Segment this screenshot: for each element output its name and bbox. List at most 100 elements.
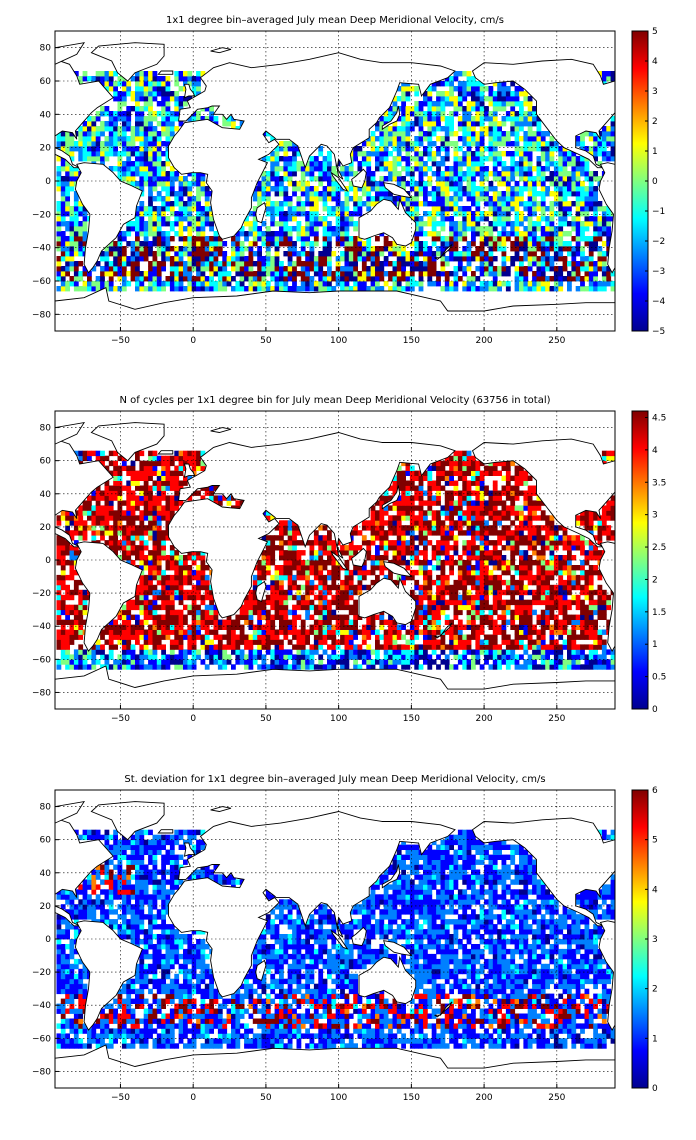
heatmap-cell bbox=[248, 604, 254, 611]
heatmap-cell bbox=[471, 186, 476, 192]
heatmap-cell bbox=[361, 634, 367, 640]
heatmap-cell bbox=[553, 161, 559, 167]
colorbar-tick-label: −2 bbox=[652, 237, 665, 247]
heatmap-cell bbox=[178, 619, 184, 625]
heatmap-cell bbox=[305, 186, 310, 192]
heatmap-cell bbox=[405, 659, 411, 665]
heatmap-cell bbox=[392, 96, 398, 102]
heatmap-cell bbox=[436, 106, 441, 112]
heatmap-cell bbox=[200, 181, 206, 187]
heatmap-cell bbox=[484, 619, 489, 625]
heatmap-cell bbox=[370, 614, 376, 620]
heatmap-cell bbox=[540, 206, 546, 212]
heatmap-cell bbox=[388, 619, 393, 625]
heatmap-cell bbox=[196, 76, 201, 82]
heatmap-cell bbox=[471, 191, 476, 197]
heatmap-cell bbox=[261, 221, 267, 227]
heatmap-cell bbox=[575, 266, 581, 272]
heatmap-cell bbox=[287, 206, 293, 212]
heatmap-cell bbox=[471, 121, 476, 127]
heatmap-cell bbox=[191, 221, 197, 227]
heatmap-cell bbox=[331, 196, 337, 202]
heatmap-cell bbox=[340, 614, 345, 620]
heatmap-cell bbox=[126, 171, 132, 177]
heatmap-cell bbox=[305, 171, 310, 177]
heatmap-cell bbox=[65, 659, 70, 665]
heatmap-cell bbox=[292, 241, 297, 247]
heatmap-cell bbox=[178, 121, 184, 127]
heatmap-cell bbox=[292, 664, 297, 670]
heatmap-cell bbox=[143, 176, 149, 182]
heatmap-cell bbox=[161, 181, 166, 187]
heatmap-cell bbox=[431, 241, 437, 247]
heatmap-cell bbox=[305, 609, 310, 616]
heatmap-cell bbox=[261, 604, 267, 611]
heatmap-cell bbox=[479, 256, 485, 262]
heatmap-cell bbox=[239, 614, 245, 620]
heatmap-cell bbox=[222, 644, 228, 650]
heatmap-cell bbox=[527, 196, 533, 202]
heatmap-cell bbox=[562, 664, 568, 670]
heatmap-cell bbox=[510, 659, 516, 665]
heatmap-cell bbox=[545, 261, 550, 267]
heatmap-cell bbox=[401, 654, 406, 660]
heatmap-cell bbox=[532, 206, 537, 212]
heatmap-cell bbox=[597, 146, 603, 152]
heatmap-cell bbox=[174, 659, 180, 665]
heatmap-cell bbox=[514, 91, 520, 97]
heatmap-cell bbox=[466, 619, 472, 625]
heatmap-cell bbox=[300, 266, 306, 272]
heatmap-cell bbox=[484, 186, 489, 192]
heatmap-cell bbox=[610, 116, 616, 122]
heatmap-cell bbox=[553, 286, 559, 292]
heatmap-cell bbox=[165, 276, 171, 282]
heatmap-cell bbox=[457, 101, 463, 107]
heatmap-cell bbox=[309, 624, 315, 630]
heatmap-cell bbox=[423, 161, 428, 167]
heatmap-cell bbox=[536, 126, 542, 132]
heatmap-cell bbox=[597, 604, 603, 611]
heatmap-cell bbox=[65, 271, 70, 277]
heatmap-cell bbox=[553, 594, 559, 601]
heatmap-cell bbox=[56, 266, 62, 272]
heatmap-cell bbox=[610, 136, 616, 142]
heatmap-cell bbox=[519, 201, 524, 207]
heatmap-cell bbox=[78, 236, 84, 242]
heatmap-cell bbox=[348, 186, 354, 192]
heatmap-cell bbox=[178, 599, 184, 606]
heatmap-cell bbox=[414, 599, 420, 606]
heatmap-cell bbox=[121, 141, 127, 147]
heatmap-cell bbox=[82, 664, 88, 670]
heatmap-cell bbox=[108, 251, 114, 257]
heatmap-cell bbox=[440, 206, 446, 212]
heatmap-cell bbox=[309, 246, 315, 252]
heatmap-cell bbox=[318, 664, 324, 670]
heatmap-cell bbox=[505, 111, 511, 117]
heatmap-cell bbox=[300, 634, 306, 640]
heatmap-cell bbox=[305, 236, 310, 242]
heatmap-cell bbox=[593, 146, 598, 152]
heatmap-cell bbox=[396, 86, 402, 92]
heatmap-cell bbox=[327, 176, 332, 182]
heatmap-cell bbox=[523, 659, 529, 665]
heatmap-cell bbox=[484, 226, 489, 232]
heatmap-cell bbox=[418, 166, 424, 172]
heatmap-cell bbox=[248, 261, 254, 267]
heatmap-cell bbox=[191, 589, 197, 596]
heatmap-cell bbox=[183, 271, 188, 277]
heatmap-cell bbox=[418, 136, 424, 142]
heatmap-cell bbox=[78, 629, 84, 635]
heatmap-cell bbox=[340, 654, 345, 660]
heatmap-cell bbox=[449, 166, 454, 172]
heatmap-cell bbox=[357, 201, 363, 207]
heatmap-cell bbox=[606, 649, 612, 655]
heatmap-cell bbox=[558, 196, 564, 202]
heatmap-cell bbox=[366, 236, 372, 242]
heatmap-cell bbox=[209, 589, 214, 596]
heatmap-cell bbox=[401, 201, 406, 207]
heatmap-cell bbox=[226, 654, 232, 660]
heatmap-cell bbox=[239, 251, 245, 257]
heatmap-cell bbox=[571, 584, 577, 591]
heatmap-cell bbox=[492, 584, 498, 591]
heatmap-cell bbox=[261, 261, 267, 267]
